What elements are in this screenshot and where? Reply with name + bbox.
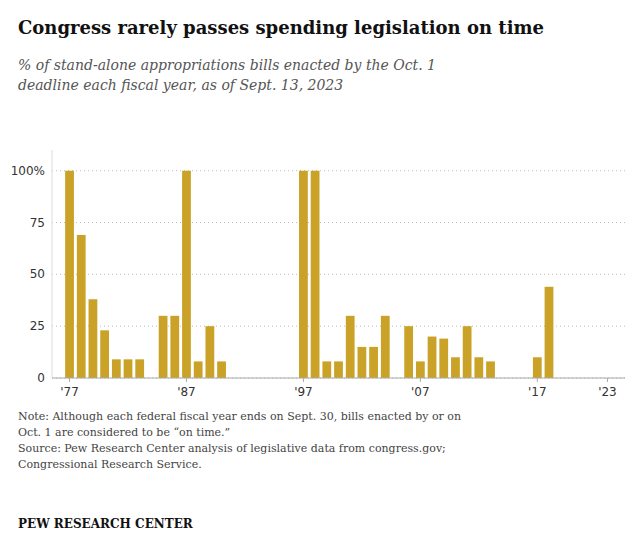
x-tick (537, 378, 538, 382)
grid-line (52, 326, 625, 327)
bar (545, 287, 554, 378)
bar (381, 316, 390, 378)
bar (358, 347, 367, 378)
bar (124, 359, 133, 378)
y-tick-label: 0 (37, 371, 45, 385)
x-tick-label: '77 (60, 385, 79, 399)
y-tick-label: 100% (11, 164, 45, 178)
bars (65, 171, 553, 378)
bar (89, 299, 98, 378)
bar (533, 357, 542, 378)
x-axis-line (52, 378, 625, 379)
x-tick-label: '17 (528, 385, 547, 399)
x-tick (420, 378, 421, 382)
x-tick (186, 378, 187, 382)
background (0, 0, 640, 545)
note: Note: Although each federal fiscal year … (18, 410, 461, 471)
bar (311, 171, 320, 378)
grid-line (52, 378, 625, 379)
bar (299, 171, 308, 378)
y-tick-label: 25 (30, 319, 45, 333)
bar (334, 361, 343, 378)
bar (486, 361, 495, 378)
chart-container: Congress rarely passes spending legislat… (0, 0, 640, 545)
bar (112, 359, 121, 378)
text-line: Note: Although each federal fiscal year … (18, 410, 461, 423)
text-line: deadline each fiscal year, as of Sept. 1… (18, 77, 343, 93)
grid-line (52, 170, 625, 171)
bar (170, 316, 179, 378)
bar (65, 171, 74, 378)
bar (451, 357, 460, 378)
bar (77, 235, 86, 378)
text-line: % of stand-alone appropriations bills en… (18, 57, 436, 73)
bar (205, 326, 214, 378)
text-line: PEW RESEARCH CENTER (18, 517, 194, 531)
bar (463, 326, 472, 378)
x-tick (69, 378, 70, 382)
bar (346, 316, 355, 378)
x-tick-label: '23 (598, 385, 617, 399)
bar (135, 359, 144, 378)
title: Congress rarely passes spending legislat… (18, 17, 544, 38)
x-tick (607, 378, 608, 382)
grid (52, 171, 625, 378)
bar (428, 337, 437, 378)
text-line: Source: Pew Research Center analysis of … (18, 442, 446, 455)
text-line: Oct. 1 are considered to be “on time.” (18, 426, 230, 439)
subtitle: % of stand-alone appropriations bills en… (18, 57, 436, 93)
x-tick-label: '07 (411, 385, 430, 399)
x-tick-label: '87 (177, 385, 196, 399)
bar (322, 361, 331, 378)
bar (439, 339, 448, 378)
bar (474, 357, 483, 378)
bar (182, 171, 191, 378)
source-label: PEW RESEARCH CENTER (18, 517, 194, 531)
bar (369, 347, 378, 378)
grid-line (52, 274, 625, 275)
chart: Congress rarely passes spending legislat… (0, 0, 640, 545)
bar (404, 326, 413, 378)
bar (217, 361, 226, 378)
text-line: Congressional Research Service. (18, 458, 202, 471)
y-axis-line (52, 150, 53, 378)
grid-line (52, 222, 625, 223)
x-tick-label: '97 (294, 385, 313, 399)
x-tick (303, 378, 304, 382)
bar (416, 361, 425, 378)
bar (194, 361, 203, 378)
y-tick-label: 50 (30, 267, 45, 281)
y-tick-label: 75 (30, 216, 45, 230)
bar (100, 330, 109, 378)
bar (159, 316, 168, 378)
